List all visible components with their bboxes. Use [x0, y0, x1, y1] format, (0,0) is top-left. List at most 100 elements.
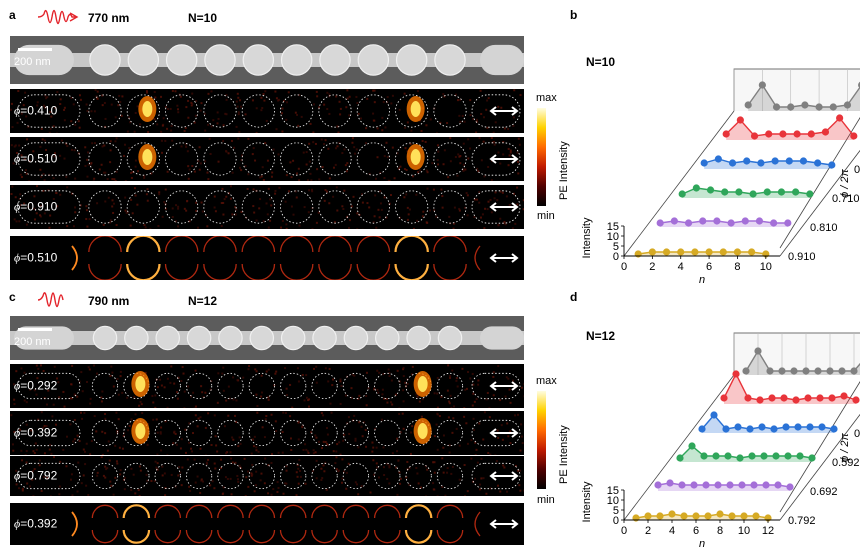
data-point: [829, 103, 837, 111]
data-point: [762, 481, 770, 489]
data-point: [807, 130, 815, 138]
field-arc: [91, 504, 119, 519]
colorbar-title: PE Intensity: [558, 425, 570, 484]
data-point: [814, 159, 822, 167]
phi-label: ϕ=0.510: [14, 151, 58, 166]
data-point: [801, 101, 809, 109]
data-point: [815, 103, 823, 111]
series-label: 0.910: [788, 251, 816, 263]
disk-outline: [311, 419, 338, 447]
disk-outline: [433, 94, 467, 128]
data-point: [670, 217, 678, 225]
data-point: [792, 188, 800, 196]
colorbar-max: max: [536, 375, 557, 387]
sem-disk: [319, 44, 351, 76]
y-tick-label: 10: [607, 495, 619, 507]
data-point: [746, 425, 754, 433]
hotspot-core: [410, 101, 421, 117]
data-point: [713, 217, 721, 225]
sem-disk: [406, 325, 431, 351]
bottom-n-label: N=12: [188, 294, 218, 308]
data-point: [698, 425, 706, 433]
field-arc: [356, 236, 391, 253]
sem-disk: [374, 325, 400, 351]
disk-outline: [280, 462, 307, 490]
disk-outline: [248, 372, 275, 400]
y-tick-label: 5: [613, 505, 619, 517]
data-point: [768, 394, 776, 402]
chart-title: N=12: [586, 329, 615, 343]
scale-bar-label: 200 nm: [14, 56, 51, 68]
field-arc: [248, 504, 276, 519]
hotspot-core: [417, 423, 428, 439]
data-point: [816, 394, 824, 402]
disk-outline: [123, 462, 150, 490]
disk-outline: [91, 462, 119, 490]
disk-outline: [88, 190, 122, 224]
field-arc: [474, 245, 481, 271]
data-point: [752, 512, 760, 520]
data-point: [656, 219, 664, 227]
data-point: [702, 481, 710, 489]
data-point: [710, 411, 718, 419]
disk-outline: [241, 190, 275, 224]
data-point: [735, 188, 743, 196]
sem-disk: [312, 325, 337, 351]
field-arc: [311, 504, 338, 519]
field-arc: [356, 263, 391, 280]
disk-outline: [318, 94, 352, 128]
colorbar-top: [537, 108, 546, 206]
data-point: [692, 512, 700, 520]
polarization-arrow-icon: [489, 253, 519, 263]
disk-outline: [126, 190, 160, 224]
field-arc: [342, 504, 370, 519]
disk-outline: [395, 94, 429, 128]
disk-outline: [126, 142, 160, 176]
field-arc: [311, 529, 338, 544]
sem-disk: [343, 325, 369, 351]
data-point: [785, 157, 793, 165]
scale-bar: [18, 328, 52, 331]
disk-outline: [433, 190, 467, 224]
disk-outline: [395, 190, 429, 224]
data-point: [796, 452, 804, 460]
field-arc: [154, 529, 182, 544]
data-point: [757, 159, 765, 167]
data-point: [771, 157, 779, 165]
data-point: [720, 394, 728, 402]
hotspot-core: [410, 149, 421, 165]
data-point: [668, 510, 676, 518]
data-point: [850, 132, 858, 140]
depth-axis: [779, 149, 860, 257]
disk-outline: [374, 462, 401, 490]
data-point: [749, 190, 757, 198]
data-point: [722, 425, 730, 433]
data-point: [748, 452, 756, 460]
x-tick-label: 4: [678, 261, 684, 273]
series-label: 0.810: [810, 222, 838, 234]
data-point: [754, 347, 762, 355]
polarization-arrow-icon: [489, 154, 519, 164]
data-point: [802, 367, 810, 375]
data-point: [743, 157, 751, 165]
sem-disk: [280, 44, 313, 76]
series-line: [747, 83, 860, 108]
colorbar-title: PE Intensity: [558, 141, 570, 200]
data-point: [714, 155, 722, 163]
series-area: [726, 118, 854, 140]
data-point: [758, 81, 766, 89]
data-point: [779, 130, 787, 138]
disk-outline: [241, 94, 275, 128]
series-label: 0.710: [832, 193, 860, 205]
data-point: [648, 248, 656, 256]
series-label: 0.692: [810, 486, 838, 498]
field-arc: [126, 236, 161, 253]
disk-outline: [280, 372, 307, 400]
data-point: [766, 367, 774, 375]
end-outline: [471, 462, 521, 490]
sem-disk: [127, 44, 160, 76]
series-label: 0.792: [788, 515, 816, 527]
disk-outline: [311, 462, 338, 490]
sem-disk: [204, 44, 236, 76]
data-point: [714, 481, 722, 489]
